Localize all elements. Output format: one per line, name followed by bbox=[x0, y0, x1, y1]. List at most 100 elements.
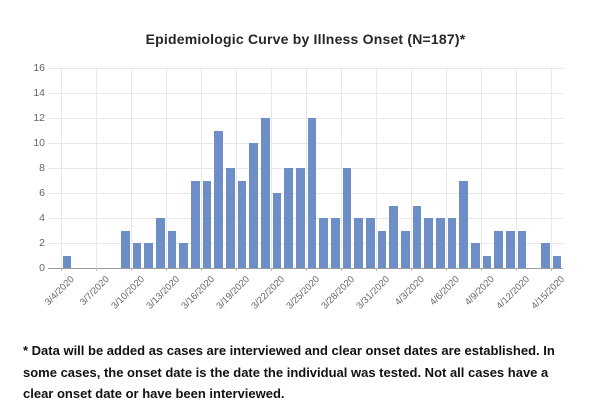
x-tick-mark bbox=[270, 268, 272, 271]
x-tick-mark bbox=[375, 268, 377, 271]
x-tick-label: 4/12/2020 bbox=[494, 274, 532, 312]
bar-4/5/2020 bbox=[436, 218, 445, 268]
y-tick-label: 0 bbox=[39, 262, 45, 274]
v-gridline bbox=[200, 68, 202, 268]
bar-4/8/2020 bbox=[471, 243, 480, 268]
bar-4/15/2020 bbox=[552, 255, 562, 268]
bar-3/16/2020 bbox=[202, 180, 212, 268]
v-gridline bbox=[165, 68, 167, 268]
x-tick-label: 3/4/2020 bbox=[42, 274, 77, 308]
y-tick-label: 2 bbox=[39, 237, 45, 249]
h-gridline bbox=[48, 92, 563, 94]
bar-3/22/2020 bbox=[272, 193, 282, 268]
x-tick-label: 3/16/2020 bbox=[179, 274, 217, 312]
x-tick-label: 3/7/2020 bbox=[77, 274, 112, 308]
v-gridline bbox=[235, 68, 237, 268]
y-tick-label: 4 bbox=[39, 212, 45, 224]
x-tick-mark bbox=[445, 268, 447, 271]
v-gridline bbox=[60, 68, 62, 268]
x-tick-label: 4/15/2020 bbox=[529, 274, 567, 312]
v-gridline bbox=[445, 68, 447, 268]
bar-4/4/2020 bbox=[424, 218, 434, 268]
bar-4/6/2020 bbox=[447, 218, 457, 268]
h-gridline bbox=[48, 142, 563, 144]
plot-area: 0 2 4 6 8 10 12 14 16 3/4/2020 3/7/2020 3/10/2020 3/… bbox=[33, 62, 567, 312]
v-gridline bbox=[305, 68, 307, 268]
x-tick-mark bbox=[200, 268, 202, 271]
h-gridline bbox=[48, 167, 563, 169]
x-tick-mark bbox=[165, 268, 167, 271]
x-tick-mark bbox=[550, 268, 552, 271]
h-gridline bbox=[48, 192, 563, 194]
bar-4/7/2020 bbox=[459, 180, 469, 268]
bar-4/12/2020 bbox=[517, 230, 527, 268]
bar-4/14/2020 bbox=[541, 243, 550, 268]
bar-3/4/2020 bbox=[62, 255, 72, 268]
x-tick-label: 3/13/2020 bbox=[144, 274, 182, 312]
v-gridline bbox=[375, 68, 377, 268]
y-tick-label: 6 bbox=[39, 187, 45, 199]
x-tick-mark bbox=[60, 268, 62, 271]
bar-3/19/2020 bbox=[237, 180, 247, 268]
x-tick-label: 3/25/2020 bbox=[284, 274, 322, 312]
bar-4/10/2020 bbox=[494, 230, 504, 268]
bar-3/25/2020 bbox=[307, 118, 317, 268]
h-gridline bbox=[48, 217, 563, 219]
h-gridline bbox=[48, 67, 563, 69]
x-tick-label: 3/19/2020 bbox=[214, 274, 252, 312]
bar-3/9/2020 bbox=[120, 230, 130, 268]
bar-3/28/2020 bbox=[342, 168, 352, 268]
h-gridline bbox=[48, 117, 563, 119]
v-gridline bbox=[515, 68, 517, 268]
bar-3/30/2020 bbox=[366, 218, 375, 268]
x-tick-mark bbox=[130, 268, 132, 271]
chart-title: Epidemiologic Curve by Illness Onset (N=… bbox=[145, 31, 466, 47]
bar-4/1/2020 bbox=[389, 205, 399, 268]
bar-3/18/2020 bbox=[225, 168, 235, 268]
bar-3/24/2020 bbox=[296, 168, 305, 268]
x-tick-mark bbox=[305, 268, 307, 271]
bar-4/2/2020 bbox=[401, 230, 410, 268]
y-tick-label: 14 bbox=[33, 87, 45, 99]
v-gridline bbox=[550, 68, 552, 268]
v-gridline bbox=[410, 68, 412, 268]
bar-3/29/2020 bbox=[354, 218, 363, 268]
y-tick-label: 16 bbox=[33, 62, 45, 74]
v-gridline bbox=[95, 68, 97, 268]
v-gridline bbox=[480, 68, 482, 268]
bar-3/13/2020 bbox=[167, 230, 177, 268]
x-tick-mark bbox=[235, 268, 237, 271]
v-gridline bbox=[270, 68, 272, 268]
bar-3/23/2020 bbox=[284, 168, 293, 268]
bar-3/14/2020 bbox=[179, 243, 188, 268]
x-tick-label: 4/6/2020 bbox=[427, 274, 462, 308]
bar-3/15/2020 bbox=[190, 180, 200, 268]
bar-4/11/2020 bbox=[506, 230, 515, 268]
bar-3/26/2020 bbox=[319, 218, 328, 268]
x-tick-label: 4/3/2020 bbox=[392, 274, 427, 308]
y-tick-label: 12 bbox=[33, 112, 45, 124]
x-tick-mark bbox=[515, 268, 517, 271]
y-tick-label: 10 bbox=[33, 137, 45, 149]
bar-3/27/2020 bbox=[331, 218, 340, 268]
x-tick-label: 3/22/2020 bbox=[249, 274, 287, 312]
bar-3/12/2020 bbox=[155, 218, 165, 268]
x-tick-label: 4/9/2020 bbox=[462, 274, 497, 308]
bar-4/9/2020 bbox=[482, 255, 492, 268]
y-tick-label: 8 bbox=[39, 162, 45, 174]
x-tick-label: 3/28/2020 bbox=[319, 274, 357, 312]
bar-3/10/2020 bbox=[132, 243, 142, 268]
bar-3/11/2020 bbox=[144, 243, 153, 268]
h-gridline bbox=[48, 242, 563, 244]
x-tick-mark bbox=[95, 268, 97, 271]
x-tick-mark bbox=[410, 268, 412, 271]
bar-3/31/2020 bbox=[377, 230, 387, 268]
bar-3/20/2020 bbox=[249, 143, 258, 268]
v-gridline bbox=[130, 68, 132, 268]
footnote: * Data will be added as cases are interv… bbox=[23, 343, 555, 401]
bar-3/21/2020 bbox=[260, 118, 270, 268]
bar-3/17/2020 bbox=[214, 130, 223, 268]
x-tick-mark bbox=[340, 268, 342, 271]
x-axis-line bbox=[48, 268, 563, 269]
